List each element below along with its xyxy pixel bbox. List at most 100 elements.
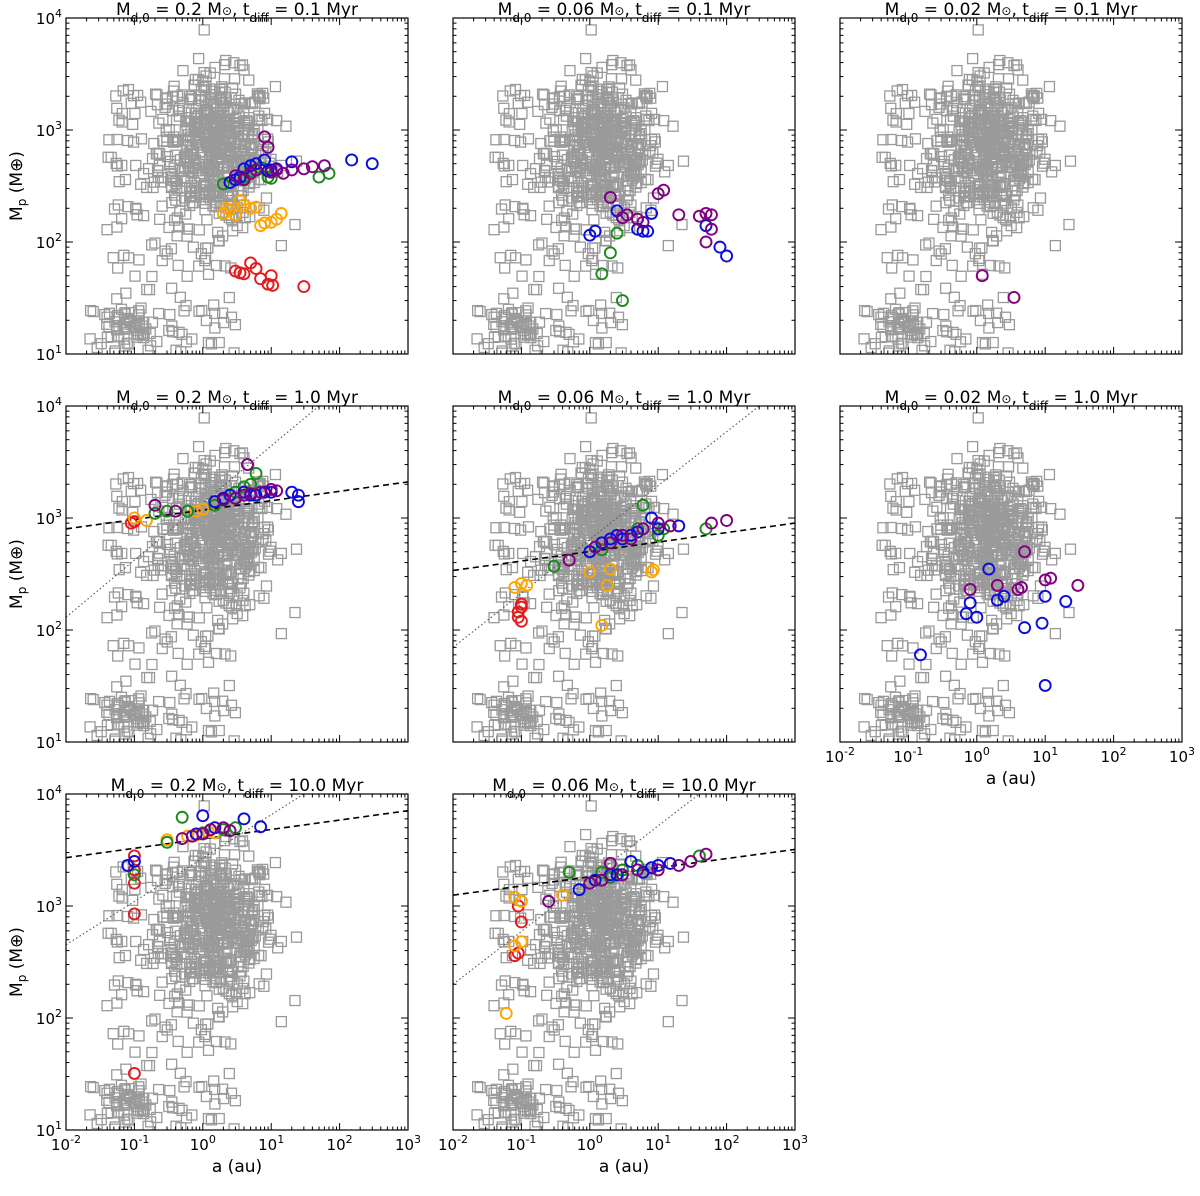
observed-planet-marker bbox=[168, 468, 180, 480]
observed-planet-marker bbox=[115, 691, 128, 703]
observed-planet-marker bbox=[109, 735, 121, 742]
observed-planet-marker bbox=[193, 523, 205, 535]
observed-planet-marker bbox=[227, 470, 239, 482]
observed-planet-marker bbox=[183, 162, 195, 175]
observed-planet-marker bbox=[594, 200, 606, 212]
dotted-fit-line bbox=[453, 406, 760, 648]
observed-planet-marker bbox=[164, 543, 177, 556]
observed-planet-marker bbox=[149, 476, 162, 488]
observed-planet-marker bbox=[514, 118, 526, 131]
observed-planet-marker bbox=[167, 174, 179, 186]
observed-planet-marker bbox=[192, 440, 205, 453]
observed-planet-marker bbox=[1002, 57, 1014, 69]
observed-planet-marker bbox=[192, 52, 205, 65]
observed-planet-marker bbox=[577, 139, 590, 151]
observed-planet-marker bbox=[280, 120, 292, 132]
observed-planet-marker bbox=[602, 141, 614, 153]
observed-planet-marker bbox=[505, 637, 517, 650]
purple-planet-point bbox=[692, 209, 706, 223]
observed-planet-marker bbox=[490, 134, 502, 146]
orange-planet-point bbox=[127, 511, 141, 525]
observed-planet-marker bbox=[552, 282, 565, 294]
y-tick-label: 103 bbox=[36, 507, 62, 528]
observed-planet-marker bbox=[148, 137, 160, 150]
observed-planet-marker bbox=[1022, 127, 1034, 140]
observed-planet-marker bbox=[659, 554, 671, 566]
observed-planet-marker bbox=[272, 554, 284, 566]
observed-planet-marker bbox=[149, 625, 161, 637]
observed-planet-marker bbox=[570, 550, 582, 563]
observed-planet-marker bbox=[509, 471, 522, 484]
observed-planet-marker bbox=[129, 658, 141, 670]
observed-planet-marker bbox=[1020, 142, 1032, 154]
series-purple bbox=[562, 514, 734, 567]
orange-planet-point bbox=[139, 514, 153, 527]
observed-planet-marker bbox=[236, 546, 248, 558]
observed-planet-marker bbox=[567, 151, 580, 163]
observed-planet-marker bbox=[558, 618, 570, 630]
observed-planet-marker bbox=[198, 454, 210, 467]
observed-planet-marker bbox=[1029, 174, 1041, 186]
observed-planet-marker bbox=[151, 165, 164, 177]
observed-planet-marker bbox=[640, 90, 652, 102]
observed-planet-marker bbox=[574, 241, 587, 253]
observed-planet-marker bbox=[163, 123, 175, 136]
observed-planet-marker bbox=[527, 569, 540, 582]
observed-planet-marker bbox=[895, 316, 907, 329]
observed-planet-marker bbox=[560, 490, 572, 503]
observed-planet-marker bbox=[118, 637, 130, 650]
observed-planet-marker bbox=[166, 196, 178, 209]
observed-planet-marker bbox=[246, 530, 258, 542]
observed-planet-marker bbox=[239, 117, 251, 130]
observed-planet-marker bbox=[101, 224, 113, 236]
observed-planet-marker bbox=[944, 344, 956, 354]
observed-planet-marker bbox=[604, 103, 616, 115]
observed-planet-marker bbox=[571, 199, 583, 212]
observed-planet-marker bbox=[649, 136, 662, 148]
observed-planet-marker bbox=[255, 562, 267, 574]
observed-planet-marker bbox=[875, 331, 888, 344]
observed-planet-marker bbox=[488, 612, 500, 624]
observed-planet-marker bbox=[113, 331, 125, 343]
observed-planet-marker bbox=[905, 331, 917, 343]
observed-planet-marker bbox=[228, 735, 240, 742]
observed-planet-marker bbox=[188, 79, 200, 91]
observed-planet-marker bbox=[163, 324, 175, 337]
observed-planet-marker bbox=[941, 326, 953, 338]
observed-planet-marker bbox=[190, 527, 203, 539]
observed-planet-marker bbox=[256, 502, 268, 515]
observed-planet-marker bbox=[926, 307, 939, 320]
observed-planet-marker bbox=[215, 529, 227, 541]
observed-planet-marker bbox=[1046, 554, 1058, 566]
axes-frame bbox=[452, 17, 796, 355]
observed-planet-marker bbox=[1010, 158, 1022, 170]
observed-planet-marker bbox=[156, 588, 168, 600]
observed-planet-marker bbox=[512, 97, 524, 109]
observed-planet-marker bbox=[651, 157, 663, 169]
observed-planet-marker bbox=[630, 74, 642, 86]
observed-planet-marker bbox=[505, 249, 517, 262]
observed-planet-marker bbox=[198, 24, 210, 36]
green-planet-point bbox=[610, 226, 624, 240]
observed-planet-marker bbox=[145, 105, 157, 118]
observed-planet-marker bbox=[947, 102, 959, 115]
observed-planet-marker bbox=[589, 242, 601, 254]
observed-planet-marker bbox=[208, 530, 220, 542]
observed-planet-marker bbox=[920, 270, 932, 283]
observed-planet-marker bbox=[945, 230, 957, 242]
observed-planet-marker bbox=[575, 177, 588, 189]
observed-planet-marker bbox=[108, 203, 121, 215]
observed-planet-marker bbox=[116, 213, 128, 225]
observed-planet-marker bbox=[1003, 319, 1016, 331]
observed-planet-marker bbox=[912, 331, 924, 344]
panel-title: Md,0 = 0.2 M⊙, tdiff = 1.0 Myr bbox=[116, 388, 358, 413]
observed-planet-marker bbox=[500, 564, 512, 576]
observed-planet-marker bbox=[594, 126, 606, 138]
observed-planet-marker bbox=[909, 178, 921, 190]
observed-planet-marker bbox=[883, 347, 895, 354]
observed-planet-marker bbox=[181, 270, 193, 282]
observed-planet-marker bbox=[858, 304, 871, 317]
plot-area bbox=[66, 406, 408, 742]
observed-planet-marker bbox=[628, 114, 640, 127]
